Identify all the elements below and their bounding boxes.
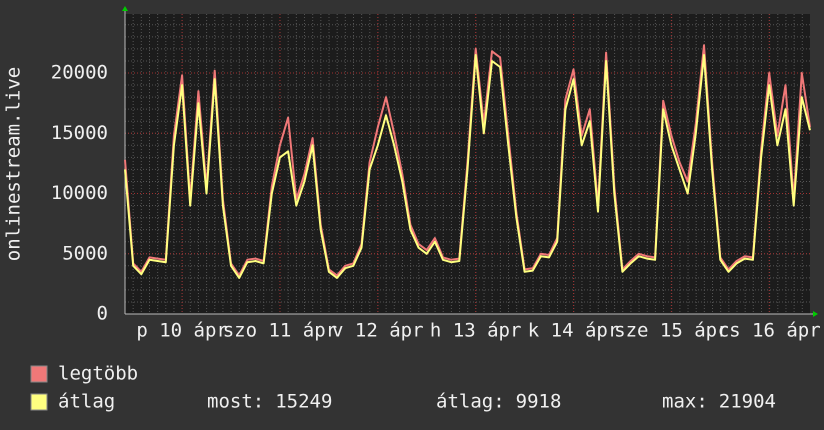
x-tick-label: cs 16 ápr [718, 320, 821, 342]
x-tick-label: h 13 ápr [430, 320, 522, 342]
stat-label: átlag: [436, 391, 505, 413]
stat-label: most: [207, 391, 264, 413]
legend-swatch [30, 393, 48, 411]
y-tick-label: 5000 [62, 242, 108, 264]
axis-arrow [813, 311, 818, 317]
x-tick-label: v 12 ápr [332, 320, 424, 342]
x-tick-label: k 14 ápr [528, 320, 620, 342]
legend-swatch [30, 365, 48, 383]
stat-value: 21904 [719, 391, 776, 413]
legend-label: legtöbb [58, 363, 138, 385]
x-tick-label: szo 11 ápr [223, 320, 337, 342]
legend-label: átlag [58, 391, 115, 413]
axis-arrow [122, 6, 128, 11]
x-tick-label: sze 15 ápr [614, 320, 728, 342]
stat-label: max: [662, 391, 708, 413]
series-line [124, 54, 811, 279]
stat-value: 15249 [275, 391, 332, 413]
y-tick-label: 10000 [51, 182, 108, 204]
y-tick-label: 20000 [51, 62, 108, 84]
y-tick-label: 15000 [51, 122, 108, 144]
stat-value: 9918 [516, 391, 562, 413]
x-tick-label: p 10 ápr [136, 320, 228, 342]
y-tick-label: 0 [97, 303, 108, 325]
y-axis-label: onlinestream.live [3, 67, 25, 261]
